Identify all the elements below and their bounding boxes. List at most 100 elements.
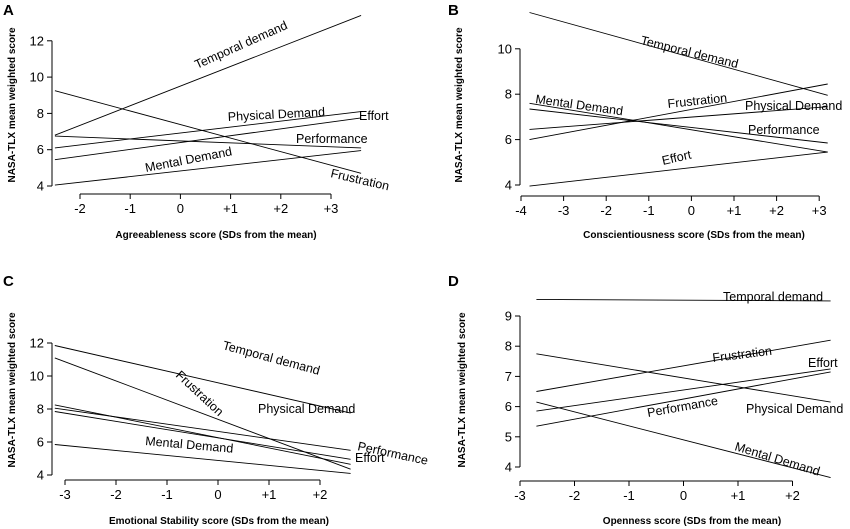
panel-letter-c: C xyxy=(3,273,14,290)
y-tick-label-c: 6 xyxy=(37,435,44,450)
series-line-frustration-a xyxy=(54,90,362,174)
x-tick-label-b: +3 xyxy=(812,203,827,218)
series-line-mental-demand-d xyxy=(536,401,831,479)
panel-letter-d: D xyxy=(448,273,459,290)
x-tick-label-d: -1 xyxy=(623,488,635,503)
series-line-effort-a xyxy=(54,117,362,161)
y-tick-label-a: 12 xyxy=(30,33,44,48)
series-line-effort-d xyxy=(536,368,831,412)
x-tick-label-d: -3 xyxy=(514,488,526,503)
x-tick-label-d: +1 xyxy=(731,488,746,503)
y-tick-label-c: 12 xyxy=(30,336,44,351)
series-label-frustration-a: Frustration xyxy=(329,166,390,193)
y-tick-label-c: 10 xyxy=(30,369,44,384)
x-axis-title-a: Agreeableness score (SDs from the mean) xyxy=(115,230,316,241)
x-tick-label-b: -3 xyxy=(558,203,570,218)
panel-b: B -4 -3 -2 -1 0 +1 +2 +3 4 6 8 10 Conscientiousness s… xyxy=(448,2,842,241)
x-tick-label-a: +1 xyxy=(223,201,238,216)
y-tick-label-d: 4 xyxy=(505,460,512,475)
series-line-mental-demand-b xyxy=(529,102,828,153)
series-line-physical-demand-a xyxy=(54,111,362,149)
x-tick-label-c: -2 xyxy=(110,487,122,502)
x-tick-label-d: +2 xyxy=(785,488,800,503)
x-tick-label-a: -1 xyxy=(124,201,136,216)
y-tick-label-d: 6 xyxy=(505,399,512,414)
series-label-mental-demand-c: Mental Demand xyxy=(145,434,234,456)
y-tick-label-d: 8 xyxy=(505,339,512,354)
series-line-frustration-b xyxy=(529,83,828,141)
series-line-temporal-demand-c xyxy=(54,345,351,414)
x-axis-title-c: Emotional Stability score (SDs from the … xyxy=(109,516,329,527)
series-label-performance-b: Performance xyxy=(748,123,820,137)
panel-d: D -3 -2 -1 0 +1 +2 4 5 6 7 8 9 Openness score (SDs fr… xyxy=(448,273,843,527)
x-tick-label-a: -2 xyxy=(74,201,86,216)
x-tick-label-b: -2 xyxy=(600,203,612,218)
series-label-performance-a: Performance xyxy=(296,132,368,146)
x-tick-label-c: +2 xyxy=(313,487,328,502)
series-line-physical-demand-b xyxy=(529,106,828,130)
series-label-temporal-demand-b: Temporal demand xyxy=(639,33,740,71)
y-tick-label-c: 8 xyxy=(37,402,44,417)
series-label-physical-demand-d: Physical Demand xyxy=(746,402,843,416)
series-label-temporal-demand-d: Temporal demand xyxy=(723,290,823,304)
panel-c: C -3 -2 -1 0 +1 +2 4 6 8 10 12 Emotional Stability s… xyxy=(3,273,429,527)
series-line-frustration-d xyxy=(536,339,831,392)
y-tick-label-b: 6 xyxy=(505,132,512,147)
series-label-performance-d: Performance xyxy=(646,394,719,420)
x-axis-title-b: Conscientiousness score (SDs from the me… xyxy=(583,230,805,241)
y-axis-title-d: NASA-TLX mean weighted score xyxy=(457,312,468,467)
y-tick-label-d: 7 xyxy=(505,369,512,384)
series-line-performance-b xyxy=(529,108,828,144)
x-tick-label-a: +2 xyxy=(273,201,288,216)
series-line-performance-c xyxy=(54,407,351,451)
series-label-effort-c: Effort xyxy=(355,451,385,465)
series-line-physical-demand-d xyxy=(536,353,831,403)
x-tick-label-a: 0 xyxy=(177,201,184,216)
series-line-temporal-demand-b xyxy=(529,12,828,96)
x-tick-label-c: -1 xyxy=(161,487,173,502)
x-tick-label-b: +2 xyxy=(769,203,784,218)
series-line-performance-d xyxy=(536,371,831,427)
y-axis-title-c: NASA-TLX mean weighted score xyxy=(7,312,18,467)
series-label-physical-demand-a: Physical Demand xyxy=(227,105,325,124)
y-tick-label-b: 4 xyxy=(505,178,512,193)
series-label-frustration-b: Frustration xyxy=(667,91,728,111)
series-label-effort-b: Effort xyxy=(661,147,694,167)
y-tick-label-a: 10 xyxy=(30,70,44,85)
x-tick-label-b: +1 xyxy=(727,203,742,218)
panel-letter-a: A xyxy=(3,2,14,19)
x-axis-title-d: Openness score (SDs from the mean) xyxy=(603,516,781,527)
series-line-effort-c xyxy=(54,411,351,460)
y-tick-label-c: 4 xyxy=(37,468,44,483)
series-line-effort-b xyxy=(529,151,828,187)
series-label-effort-a: Effort xyxy=(359,109,389,123)
series-label-temporal-demand-c: Temporal demand xyxy=(221,338,321,377)
x-tick-label-c: +1 xyxy=(262,487,277,502)
x-tick-label-c: -3 xyxy=(59,487,71,502)
y-tick-label-b: 8 xyxy=(505,87,512,102)
y-tick-label-d: 9 xyxy=(505,309,512,324)
series-line-temporal-demand-a xyxy=(54,14,362,136)
y-tick-label-b: 10 xyxy=(498,41,512,56)
series-line-temporal-demand-d xyxy=(536,298,831,302)
series-line-performance-a xyxy=(54,135,362,149)
series-line-mental-demand-a xyxy=(54,150,362,186)
panel-a: A -2 -1 0 +1 +2 +3 4 6 8 10 12 Agreeableness score (… xyxy=(3,2,391,241)
series-label-frustration-c: Frustration xyxy=(173,368,226,419)
series-label-frustration-d: Frustration xyxy=(712,344,773,365)
series-line-frustration-c xyxy=(54,357,351,470)
x-tick-label-d: 0 xyxy=(680,488,687,503)
y-tick-label-a: 4 xyxy=(37,179,44,194)
y-tick-label-a: 6 xyxy=(37,142,44,157)
y-tick-label-d: 5 xyxy=(505,429,512,444)
y-axis-title-a: NASA-TLX mean weighted score xyxy=(7,27,18,182)
series-label-temporal-demand-a: Temporal demand xyxy=(193,18,290,72)
panel-letter-b: B xyxy=(448,2,459,19)
series-label-physical-demand-b: Physical Demand xyxy=(745,99,842,113)
series-line-mental-demand-c xyxy=(54,444,351,474)
y-tick-label-a: 8 xyxy=(37,106,44,121)
y-axis-title-b: NASA-TLX mean weighted score xyxy=(454,27,465,182)
x-tick-label-b: -1 xyxy=(643,203,655,218)
x-tick-label-d: -2 xyxy=(569,488,581,503)
